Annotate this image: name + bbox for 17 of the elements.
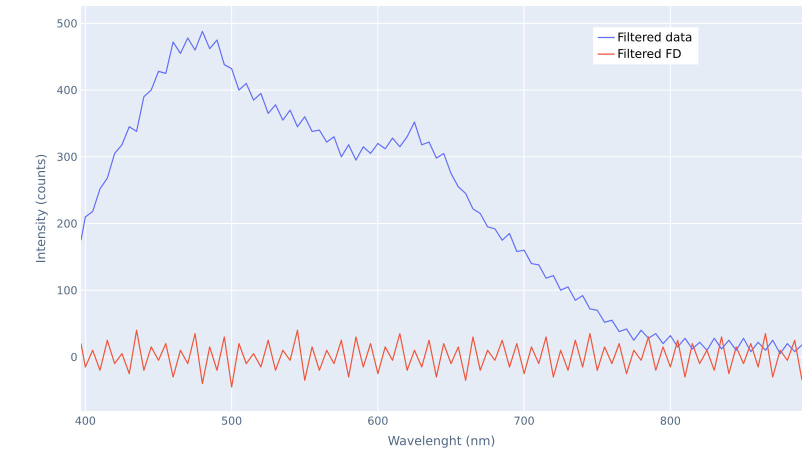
y-tick-label: 0 <box>71 352 77 362</box>
legend-label: Filtered FD <box>618 48 681 58</box>
y-tick-label: 500 <box>57 19 77 28</box>
y-tick-label: 300 <box>57 152 77 161</box>
line-series <box>81 330 802 388</box>
y-axis-title: Intensity (counts) <box>36 154 48 262</box>
y-tick-label: 200 <box>57 219 77 228</box>
x-tick-label: 500 <box>222 416 242 425</box>
y-tick-label: 400 <box>57 86 77 94</box>
x-tick-label: 400 <box>75 416 96 425</box>
y-tick-label: 100 <box>58 286 77 294</box>
x-tick-label: 600 <box>368 416 388 425</box>
legend-label: Filtered data <box>618 32 692 42</box>
x-tick-label: 800 <box>660 416 680 425</box>
x-axis-title: Wavelenght (nm) <box>388 436 494 448</box>
line-series <box>81 30 802 354</box>
x-tick-label: 700 <box>514 416 534 425</box>
